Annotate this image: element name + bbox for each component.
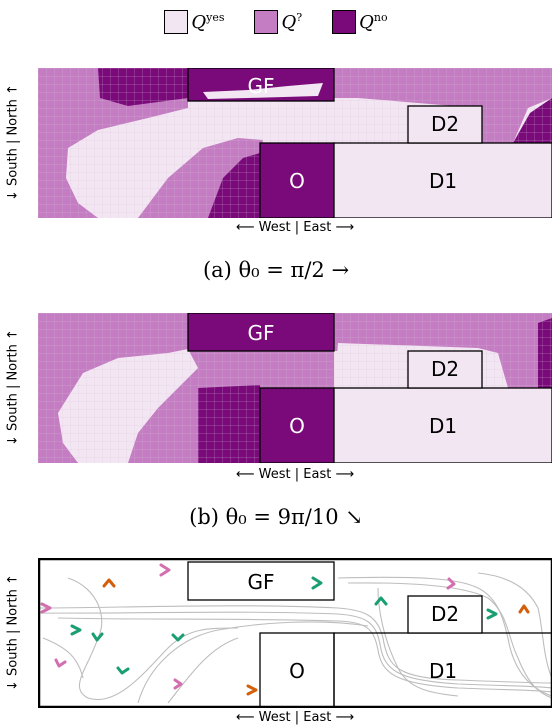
room-label-gf-b: GF [247,321,274,345]
arrow-marker [173,678,183,690]
map-panel-c: GF O D1 D2 [38,558,552,708]
arrow-marker [159,563,171,577]
y-axis-label-c: ↓ South | North ↑ [5,574,21,692]
arrow-marker [311,576,323,590]
legend-swatch-maybe [254,10,279,34]
room-label-o-a: O [289,169,305,193]
trajectories [38,572,552,704]
region-yes-gf [203,83,323,99]
legend-swatch-yes [164,10,189,34]
arrow-marker [518,604,530,614]
room-label-o-c: O [289,659,305,683]
room-d2 [407,105,483,144]
room-label-d2-b: D2 [431,357,459,381]
x-axis-label-a: ⟵ West | East ⟶ [235,220,355,235]
arrow-marker [374,596,388,606]
room-d1 [333,142,552,218]
caption-b: (b) θ₀ = 9π/10 ↘ [189,505,363,529]
room-label-d1-c: D1 [429,659,457,683]
arrow-marker [246,684,258,696]
map-svg-c: GF O D1 D2 [38,558,552,708]
legend-label-maybe: Q? [281,11,303,33]
arrow-marker [486,608,498,620]
room-label-d1-b: D1 [429,414,457,438]
map-frame [38,558,552,708]
room-gf [187,313,335,352]
legend-item-maybe: Q? [254,10,302,34]
x-axis-label-b: ⟵ West | East ⟶ [235,467,355,482]
room-label-gf-a: GF [247,74,274,98]
room-d2 [407,350,483,389]
arrow-marker [102,578,116,588]
legend-label-yes: Qyes [191,11,225,33]
x-axis-label-c: ⟵ West | East ⟶ [235,710,355,725]
arrow-marker [116,666,130,675]
initial-heading-arrows [40,563,530,696]
room-label-d1-a: D1 [429,169,457,193]
room-o [259,387,335,463]
room-label-d2-a: D2 [431,112,459,136]
arrow-marker [446,577,456,590]
map-svg-b: GF O D1 D2 [38,313,552,463]
legend-label-no: Qno [359,11,388,33]
room-o [259,632,335,708]
arrow-marker [54,658,67,668]
map-panel-b: GF O D1 D2 [38,313,552,463]
caption-a: (a) θ₀ = π/2 → [202,258,350,282]
room-o [259,142,335,218]
room-d2 [407,595,483,634]
arrow-marker [171,633,185,642]
legend-swatch-no [332,10,357,34]
legend-item-no: Qno [332,10,388,34]
room-label-d2-c: D2 [431,602,459,626]
room-label-o-b: O [289,414,305,438]
room-gf [187,561,335,601]
arrow-marker [91,632,104,642]
legend-item-yes: Qyes [164,10,224,34]
map-svg-a: GF O D1 D2 [38,68,552,218]
room-label-gf-c: GF [247,570,274,594]
legend: Qyes Q? Qno [0,6,552,38]
y-axis-label-a: ↓ South | North ↑ [5,84,21,202]
arrow-marker [70,624,82,636]
y-axis-label-b: ↓ South | North ↑ [5,329,21,447]
arrow-marker [40,602,52,614]
map-panel-a: GF O D1 D2 [38,68,552,218]
